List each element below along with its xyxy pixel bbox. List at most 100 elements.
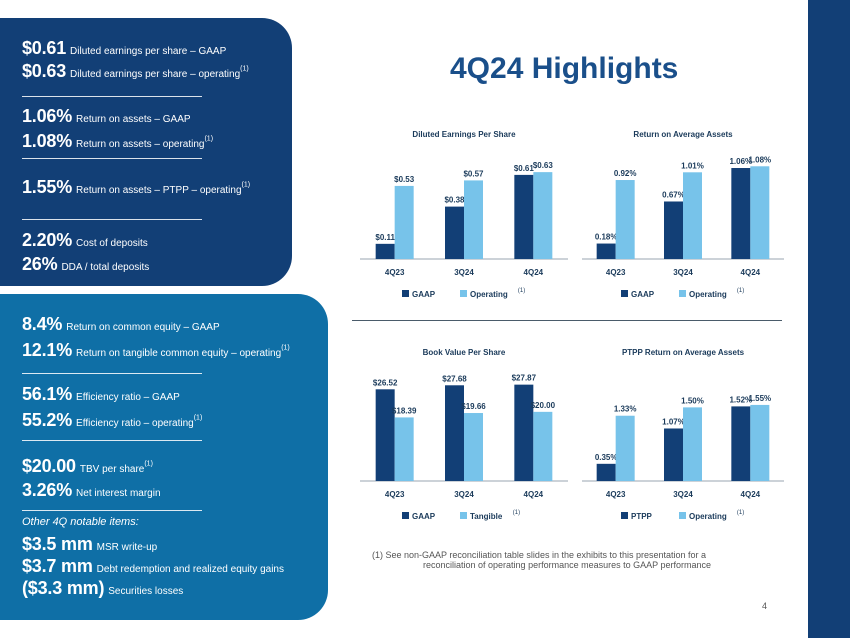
highlight-row: $0.61 Diluted earnings per share – GAAP xyxy=(22,38,227,58)
divider xyxy=(22,440,202,441)
chart-bar xyxy=(750,404,770,481)
legend-swatch xyxy=(460,290,467,297)
legend-sup: (1) xyxy=(513,510,520,516)
highlight-row: $0.63 Diluted earnings per share – operat… xyxy=(22,61,249,81)
chart-title: PTPP Return on Average Assets xyxy=(622,348,745,357)
chart-tick-label: 4Q24 xyxy=(524,268,544,277)
chart-bar xyxy=(394,417,414,481)
chart-title: Book Value Per Share xyxy=(423,348,506,357)
page-number: 4 xyxy=(762,601,768,611)
other-item-row: ($3.3 mm) Securities losses xyxy=(22,578,184,598)
chart-bar xyxy=(750,166,770,259)
chart-data-label: $0.11 xyxy=(375,233,395,242)
legend-label: GAAP xyxy=(412,512,436,521)
chart-tick-label: 4Q23 xyxy=(606,268,626,277)
chart-bar xyxy=(464,413,483,481)
chart-data-label: 0.92% xyxy=(614,169,637,178)
footnote: (1) See non-GAAP reconciliation table sl… xyxy=(372,550,782,570)
chart-bar xyxy=(683,407,702,481)
legend-sup: (1) xyxy=(737,288,744,294)
chart-data-label: 1.08% xyxy=(748,155,771,164)
chart-bar xyxy=(533,411,553,481)
highlight-row: 55.2% Efficiency ratio – operating(1) xyxy=(22,410,203,430)
highlight-row: $20.00 TBV per share(1) xyxy=(22,456,153,476)
chart-title: Diluted Earnings Per Share xyxy=(412,130,516,139)
highlight-row: 1.06% Return on assets – GAAP xyxy=(22,106,191,126)
divider xyxy=(22,219,202,220)
legend-label: PTPP xyxy=(631,512,653,521)
footnote-marker: (1) xyxy=(372,550,383,560)
chart-data-label: 1.50% xyxy=(681,396,704,405)
legend-label: GAAP xyxy=(631,290,655,299)
legend-swatch xyxy=(402,290,409,297)
other-items-title: Other 4Q notable items: xyxy=(22,516,139,528)
legend-label: Operating xyxy=(689,290,727,299)
highlight-row: 1.55% Return on assets – PTPP – operating… xyxy=(22,177,251,197)
right-frame xyxy=(808,0,850,638)
chart-data-label: 1.52% xyxy=(729,395,752,404)
chart-bar xyxy=(731,168,751,259)
page-title: 4Q24 Highlights xyxy=(450,52,679,85)
chart-bar xyxy=(615,180,635,259)
legend-sup: (1) xyxy=(737,510,744,516)
chart-tick-label: 3Q24 xyxy=(673,268,693,277)
chart-data-label: $27.68 xyxy=(442,374,467,383)
legend-label: GAAP xyxy=(412,290,436,299)
chart-title: Return on Average Assets xyxy=(633,130,733,139)
chart-data-label: $0.53 xyxy=(394,175,415,184)
chart-bar xyxy=(375,389,395,481)
chart-bar xyxy=(596,243,616,259)
highlight-row: 8.4% Return on common equity – GAAP xyxy=(22,314,220,334)
chart-tick-label: 4Q24 xyxy=(741,490,761,499)
legend-swatch xyxy=(679,512,686,519)
chart-data-label: 0.35% xyxy=(595,453,618,462)
chart-tick-label: 3Q24 xyxy=(673,490,693,499)
chart-bar xyxy=(731,406,751,481)
divider xyxy=(22,96,202,97)
other-item-row: $3.5 mm MSR write-up xyxy=(22,534,158,554)
chart-bar xyxy=(375,243,395,259)
legend-label: Tangible xyxy=(470,512,503,521)
chart-tick-label: 4Q24 xyxy=(741,268,761,277)
footnote-line1: See non-GAAP reconciliation table slides… xyxy=(385,550,707,560)
legend-label: Operating xyxy=(470,290,508,299)
chart-data-label: $26.52 xyxy=(373,378,398,387)
chart-bar xyxy=(464,180,483,259)
chart-data-label: 1.06% xyxy=(729,157,752,166)
chart-bar xyxy=(445,206,464,259)
chart-data-label: $0.38 xyxy=(444,196,465,205)
highlight-row: 12.1% Return on tangible common equity – … xyxy=(22,340,290,360)
divider xyxy=(22,373,202,374)
chart-data-label: $0.61 xyxy=(514,164,535,173)
chart-data-label: $0.63 xyxy=(533,161,554,170)
legend-swatch xyxy=(679,290,686,297)
chart-bar xyxy=(533,172,553,259)
other-item-row: $3.7 mm Debt redemption and realized equi… xyxy=(22,556,284,576)
divider xyxy=(22,158,202,159)
chart-bar xyxy=(683,172,702,259)
chart-tick-label: 3Q24 xyxy=(454,268,474,277)
chart-data-label: 0.18% xyxy=(595,233,618,242)
highlight-row: 56.1% Efficiency ratio – GAAP xyxy=(22,384,180,404)
chart-bar xyxy=(664,428,683,481)
chart-data-label: $20.00 xyxy=(531,401,556,410)
chart-tick-label: 4Q23 xyxy=(385,490,405,499)
highlight-row: 3.26% Net interest margin xyxy=(22,480,161,500)
legend-swatch xyxy=(402,512,409,519)
legend-swatch xyxy=(621,290,628,297)
chart-bar xyxy=(596,463,616,481)
chart-bar xyxy=(664,201,683,259)
chart-data-label: $19.66 xyxy=(461,402,486,411)
chart-data-label: 1.55% xyxy=(748,394,771,403)
legend-sup: (1) xyxy=(518,288,525,294)
footnote-line2: reconciliation of operating performance … xyxy=(423,560,711,570)
highlight-row: 2.20% Cost of deposits xyxy=(22,230,148,250)
chart-data-label: 1.01% xyxy=(681,161,704,170)
legend-swatch xyxy=(621,512,628,519)
highlight-row: 1.08% Return on assets – operating(1) xyxy=(22,131,214,151)
chart-tick-label: 4Q23 xyxy=(385,268,405,277)
chart-data-label: 1.33% xyxy=(614,405,637,414)
chart-data-label: 0.67% xyxy=(662,190,685,199)
chart-bar xyxy=(514,384,534,481)
